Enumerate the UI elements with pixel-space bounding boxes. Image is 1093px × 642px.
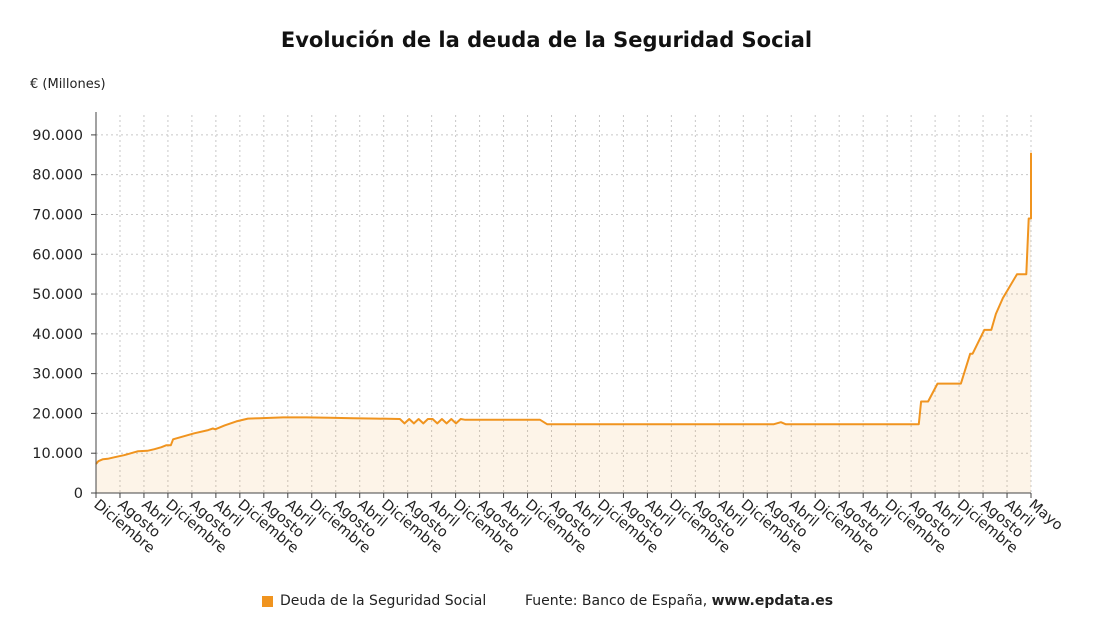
axes (91, 112, 1032, 498)
y-tick-label: 60.000 (32, 247, 83, 263)
legend-swatch (262, 595, 273, 607)
y-tick-label: 10.000 (32, 446, 83, 462)
y-tick-label: 50.000 (32, 287, 83, 303)
y-tick-label: 40.000 (32, 327, 83, 343)
grid-lines (96, 115, 1032, 493)
y-tick-label: 80.000 (32, 168, 83, 184)
series-area-fill (96, 152, 1031, 494)
legend[interactable]: Deuda de la Seguridad Social (262, 593, 486, 609)
y-tick-label: 20.000 (32, 406, 83, 422)
y-tick-label: 90.000 (32, 128, 83, 144)
area-layer (95, 152, 1032, 494)
legend-label: Deuda de la Seguridad Social (280, 593, 487, 609)
y-tick-labels: 0 10.000 20.000 30.000 40.000 50.000 60.000 70.… (32, 128, 83, 502)
source-prefix: Fuente: Banco de España, (525, 593, 712, 609)
y-axis-unit-label: € (Millones) (30, 77, 106, 92)
source-site[interactable]: www.epdata.es (711, 593, 834, 609)
chart-title: Evolución de la deuda de la Seguridad So… (280, 28, 813, 52)
y-tick-label: 30.000 (32, 367, 83, 383)
source-note: Fuente: Banco de España, www.epdata.es (525, 593, 833, 609)
x-tick-labels: DiciembreAgostoAbrilDiciembreAgostoAbril… (90, 497, 1065, 557)
y-tick-label: 70.000 (32, 207, 83, 223)
y-tick-label: 0 (74, 486, 83, 502)
series-line (95, 152, 1032, 465)
